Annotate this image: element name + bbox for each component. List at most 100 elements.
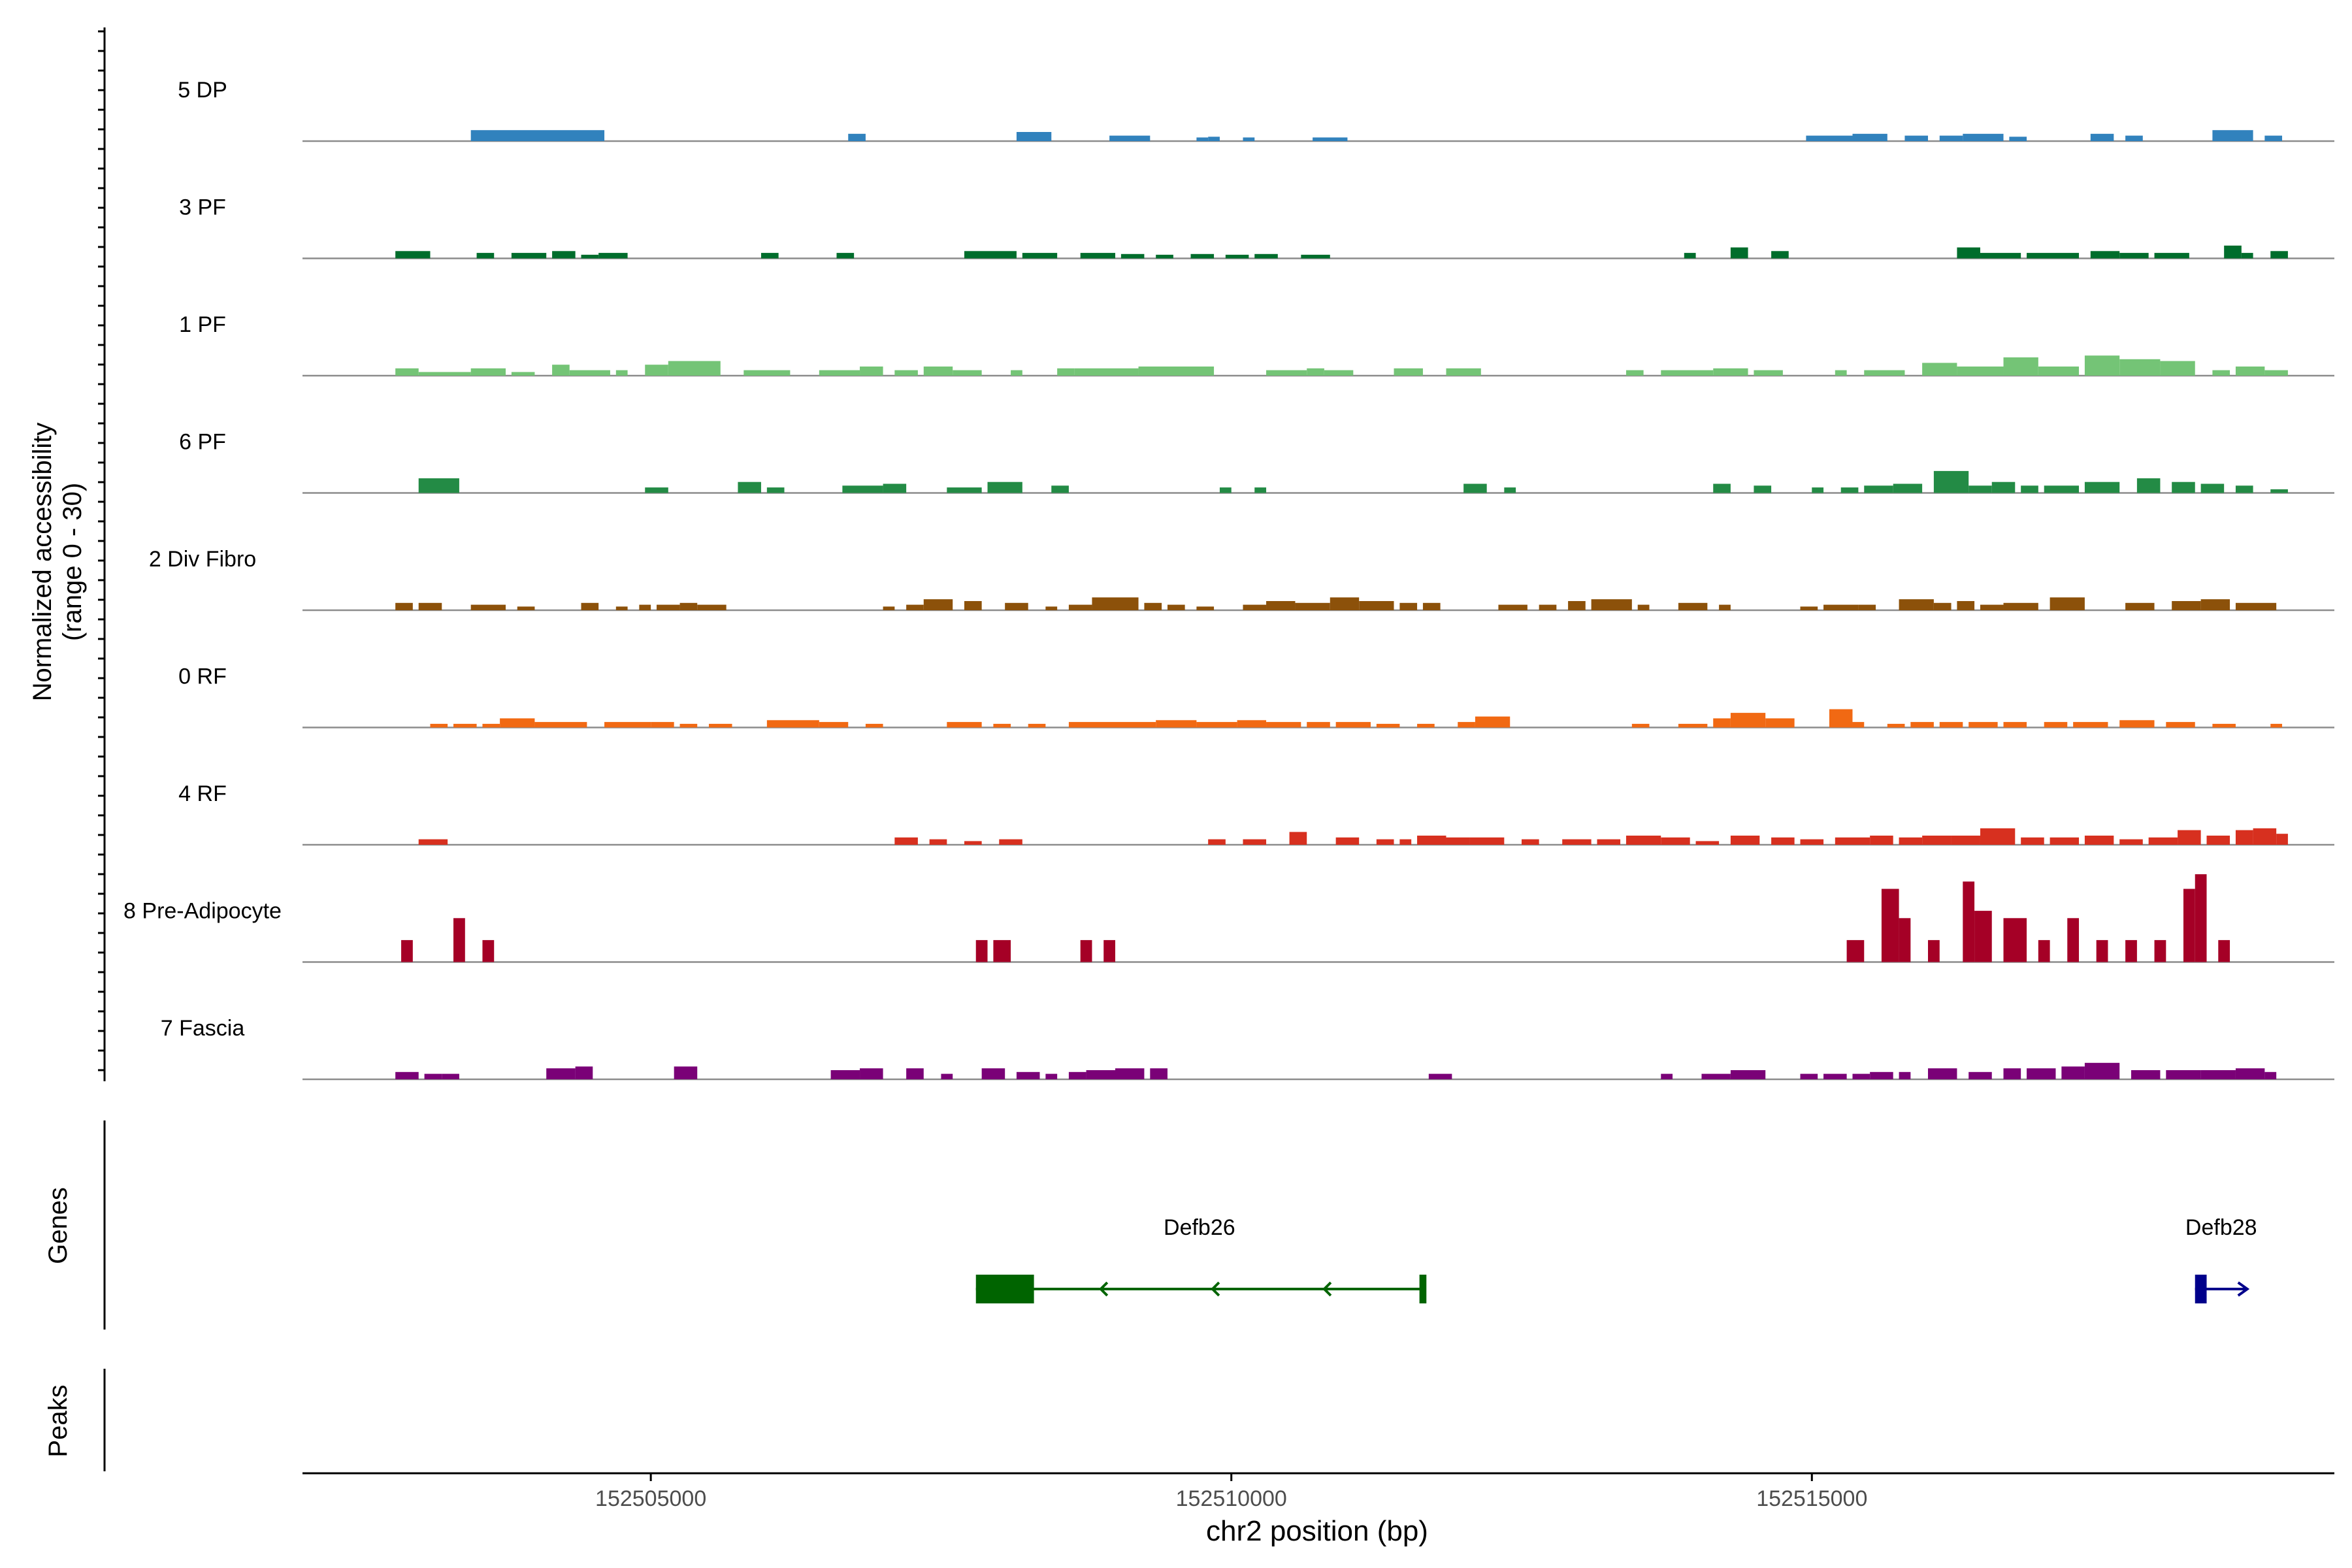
coverage-peak (1754, 370, 1783, 376)
gene-annotations: Defb26 Defb28 (975, 1215, 2257, 1303)
coverage-peak (1376, 723, 1400, 728)
coverage-peak (947, 722, 982, 728)
coverage-peak (1800, 839, 1824, 845)
coverage-peak (2061, 1066, 2085, 1079)
coverage-peak (453, 723, 477, 728)
coverage-peak (923, 367, 953, 376)
coverage-peak (1243, 839, 1267, 845)
coverage-peak (552, 365, 570, 376)
coverage-peak (1196, 606, 1215, 610)
coverage-peak (766, 487, 785, 493)
coverage-peak (470, 368, 506, 376)
coverage-peak (1713, 718, 1731, 728)
coverage-peak (2212, 130, 2253, 141)
coverage-peak (1591, 599, 1632, 610)
coverage-peak (2009, 137, 2027, 141)
coverage-peak (1713, 483, 1731, 493)
coverage-peak (604, 722, 651, 728)
coverage-peak (1899, 918, 1911, 962)
coverage-peak (2224, 245, 2242, 259)
coverage-peak (1359, 601, 1394, 610)
coverage-peak (999, 839, 1022, 845)
coverage-peak (865, 723, 883, 728)
coverage-peak (1005, 602, 1028, 610)
coverage-peak (1335, 837, 1360, 845)
coverage-peak (906, 604, 924, 610)
y-axis-label: Normalized accessibility (28, 423, 57, 702)
coverage-peak (894, 837, 918, 845)
coverage-peak (2172, 482, 2195, 493)
gene-defb28: Defb28 (2185, 1215, 2257, 1303)
coverage-peak (1080, 253, 1115, 259)
track-label: 7 Fascia (161, 1016, 245, 1041)
coverage-peak (2067, 918, 2080, 962)
coverage-peak (569, 370, 610, 376)
coverage-tracks: 5 DP 3 PF 1 PF 6 PF 2 Div Fibro 0 RF 4 RF 8 Pre… (123, 78, 2334, 1081)
coverage-peak (1568, 601, 1586, 610)
gene-exon (2195, 1275, 2207, 1303)
coverage-peak (1313, 137, 1348, 141)
coverage-peak (1266, 722, 1301, 728)
coverage-peak (2090, 133, 2114, 141)
coverage-peak (906, 1068, 924, 1079)
coverage-peak (1625, 836, 1661, 845)
coverage-peak (2200, 1070, 2236, 1079)
coverage-peak (1016, 132, 1052, 141)
coverage-peak (1115, 1068, 1145, 1079)
coverage-peak (1870, 836, 1893, 845)
coverage-peak (2195, 874, 2207, 962)
coverage-peak (1022, 253, 1058, 259)
coverage-peak (1864, 370, 1905, 376)
coverage-peak (2096, 939, 2108, 962)
coverage-peak (1190, 253, 1215, 259)
coverage-peak (1295, 602, 1330, 610)
coverage-peak (2003, 1068, 2021, 1079)
coverage-peak (1068, 722, 1115, 728)
coverage-peak (575, 1066, 593, 1079)
coverage-peak (1254, 487, 1267, 493)
coverage-peak (395, 1071, 419, 1079)
coverage-peak (883, 606, 895, 610)
coverage-peak (1086, 1070, 1115, 1079)
coverage-peak (2183, 889, 2195, 962)
coverage-peak (964, 251, 1017, 259)
coverage-peak (2050, 837, 2080, 845)
coverage-peak (1858, 604, 1876, 610)
coverage-peak (1266, 601, 1296, 610)
coverage-peak (1074, 368, 1139, 376)
coverage-peak (2264, 1071, 2277, 1079)
coverage-peak (941, 1073, 953, 1079)
x-axis-ticks: 152505000 152510000 152515000 (595, 1473, 1867, 1511)
track-label: 0 RF (178, 664, 227, 689)
coverage-peak (2200, 483, 2225, 493)
coverage-peak (2003, 357, 2038, 376)
coverage-peak (819, 722, 849, 728)
coverage-peak (2021, 837, 2044, 845)
coverage-peak (1539, 604, 1557, 610)
track-6-pf: 6 PF (179, 430, 2334, 494)
coverage-peak (1103, 939, 1115, 962)
coverage-peak (430, 723, 448, 728)
coverage-peak (1208, 137, 1220, 141)
coverage-peak (645, 365, 668, 376)
coverage-peak (836, 253, 855, 259)
coverage-peak (1428, 1073, 1452, 1079)
coverage-peak (993, 723, 1011, 728)
coverage-peak (534, 722, 587, 728)
coverage-peak (1963, 881, 1975, 962)
coverage-peak (1730, 836, 1760, 845)
strand-arrow (1098, 1281, 1109, 1297)
track-3-pf: 3 PF (179, 195, 2334, 259)
coverage-peak (453, 918, 465, 962)
strand-arrow (1322, 1281, 1332, 1297)
coverage-peak (395, 368, 419, 376)
coverage-peak (1933, 602, 1952, 610)
coverage-peak (2050, 597, 2085, 610)
coverage-peak (1661, 837, 1690, 845)
coverage-peak (1243, 604, 1267, 610)
coverage-peak (657, 604, 680, 610)
coverage-peak (1910, 722, 1934, 728)
coverage-peak (1028, 723, 1046, 728)
coverage-peak (401, 939, 413, 962)
coverage-peak (679, 602, 698, 610)
